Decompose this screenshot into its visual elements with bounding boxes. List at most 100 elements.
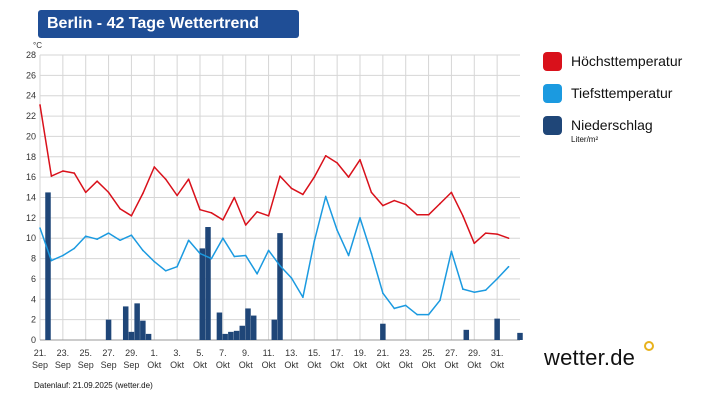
max-temp-line-point-8 [130, 215, 133, 217]
max-temp-line-point-29 [370, 191, 373, 194]
legend-item-max-temp: Höchsttemperatur [543, 52, 717, 76]
min-temp-line-point-33 [416, 313, 418, 316]
x-tick-date-24: 15. [308, 348, 321, 358]
x-tick-month-24: Okt [307, 360, 322, 370]
max-temp-line-point-13 [187, 178, 190, 180]
max-temp-line-point-24 [313, 176, 316, 178]
max-temp-line-point-7 [119, 207, 121, 210]
y-tick-label-28: 28 [26, 50, 36, 60]
x-tick-month-14: Okt [193, 360, 208, 370]
max-temp-line-point-39 [484, 232, 487, 234]
precip-bar-10 [222, 333, 228, 340]
x-tick-date-8: 29. [125, 348, 138, 358]
max-temp-line-point-6 [107, 191, 110, 194]
min-temp-line-point-31 [393, 307, 396, 310]
y-tick-label-4: 4 [31, 294, 36, 304]
legend-item-precipitation: Niederschlag [543, 116, 717, 140]
precip-bar-15 [250, 315, 257, 340]
max-temp-line-point-3 [73, 172, 76, 174]
max-temp-line-point-10 [153, 166, 156, 168]
x-tick-month-10: Okt [147, 360, 162, 370]
min-temp-line-point-18 [244, 254, 247, 257]
x-tick-month-12: Okt [170, 360, 185, 370]
x-tick-month-36: Okt [444, 360, 459, 370]
max-temp-line-point-35 [439, 202, 441, 205]
wetter-de-logo: wetter.de [544, 345, 636, 370]
precip-bar-17 [277, 233, 283, 340]
min-temp-line-point-40 [496, 278, 498, 280]
legend-item-min-temp: Tiefsttemperatur [543, 84, 717, 108]
max-temp-line-point-33 [416, 214, 418, 216]
y-tick-label-22: 22 [26, 111, 36, 121]
y-tick-label-2: 2 [31, 315, 36, 325]
y-tick-label-0: 0 [31, 335, 36, 345]
x-tick-date-30: 21. [377, 348, 390, 358]
max-temp-line-point-9 [142, 192, 144, 195]
min-temp-line-point-28 [359, 217, 361, 219]
x-tick-month-32: Okt [399, 360, 414, 370]
max-temp-line-point-22 [290, 187, 293, 190]
x-tick-month-34: Okt [422, 360, 437, 370]
min-temp-line-point-22 [290, 277, 293, 279]
x-tick-month-38: Okt [467, 360, 482, 370]
max-temp-line-point-31 [393, 199, 396, 202]
x-tick-date-26: 17. [331, 348, 344, 358]
min-temp-line-point-34 [427, 313, 430, 316]
max-temp-line-point-0 [39, 104, 41, 106]
max-temp-line-point-5 [96, 180, 98, 183]
max-temp-line-point-30 [382, 204, 384, 207]
y-tick-label-16: 16 [26, 172, 36, 182]
precip-bar-18 [380, 323, 386, 340]
min-temp-line-point-10 [153, 260, 156, 263]
y-tick-label-14: 14 [26, 193, 36, 203]
min-temp-line-point-13 [187, 239, 190, 242]
chart-title-text: Berlin - 42 Tage Wettertrend [47, 15, 259, 32]
precip-bar-7 [199, 248, 206, 340]
y-tick-label-10: 10 [26, 233, 36, 243]
max-temp-line-point-26 [336, 162, 338, 164]
max-temp-line-point-11 [164, 178, 167, 180]
legend-swatch-max-temp [543, 52, 562, 71]
x-tick-date-38: 29. [468, 348, 481, 358]
min-temp-line-point-36 [450, 250, 453, 253]
min-temp-line-point-1 [50, 259, 53, 262]
max-temp-line-point-19 [256, 210, 258, 213]
min-temp-line-point-37 [462, 288, 464, 290]
legend-label-min-temp: Tiefsttemperatur [571, 85, 673, 101]
min-temp-line-point-20 [267, 249, 270, 252]
min-temp-line-point-30 [382, 292, 384, 294]
x-tick-month-2: Sep [55, 360, 71, 370]
min-temp-line-point-25 [324, 195, 327, 198]
x-tick-month-30: Okt [376, 360, 391, 370]
min-temp-line-point-19 [256, 273, 258, 275]
precip-bar-6 [145, 333, 152, 340]
y-axis-unit-label: °C [33, 41, 42, 50]
max-temp-line-point-41 [507, 237, 510, 240]
min-temp-line-point-29 [370, 252, 373, 255]
x-tick-month-16: Okt [216, 360, 231, 370]
x-tick-date-10: 1. [151, 348, 159, 358]
precip-bar-13 [239, 325, 246, 340]
min-temp-line-point-26 [336, 229, 338, 231]
precip-bar-21 [517, 332, 523, 340]
x-tick-month-18: Okt [239, 360, 254, 370]
y-tick-label-6: 6 [31, 274, 36, 284]
max-temp-line-point-23 [302, 193, 304, 196]
max-temp-line-point-16 [222, 219, 224, 221]
x-tick-month-40: Okt [490, 360, 505, 370]
max-temp-line-point-18 [244, 224, 247, 226]
precip-bar-16 [271, 319, 278, 340]
y-tick-label-18: 18 [26, 152, 36, 162]
x-tick-date-14: 5. [196, 348, 204, 358]
x-tick-date-6: 27. [102, 348, 115, 358]
max-temp-line-point-32 [404, 203, 407, 206]
x-tick-date-36: 27. [445, 348, 458, 358]
max-temp-line [39, 104, 509, 245]
x-tick-month-8: Sep [123, 360, 139, 370]
y-tick-label-8: 8 [31, 254, 36, 264]
max-temp-line-point-4 [84, 191, 87, 194]
max-temp-line-point-25 [324, 154, 327, 157]
x-tick-date-0: 21. [34, 348, 47, 358]
min-temp-line-point-2 [62, 254, 64, 257]
